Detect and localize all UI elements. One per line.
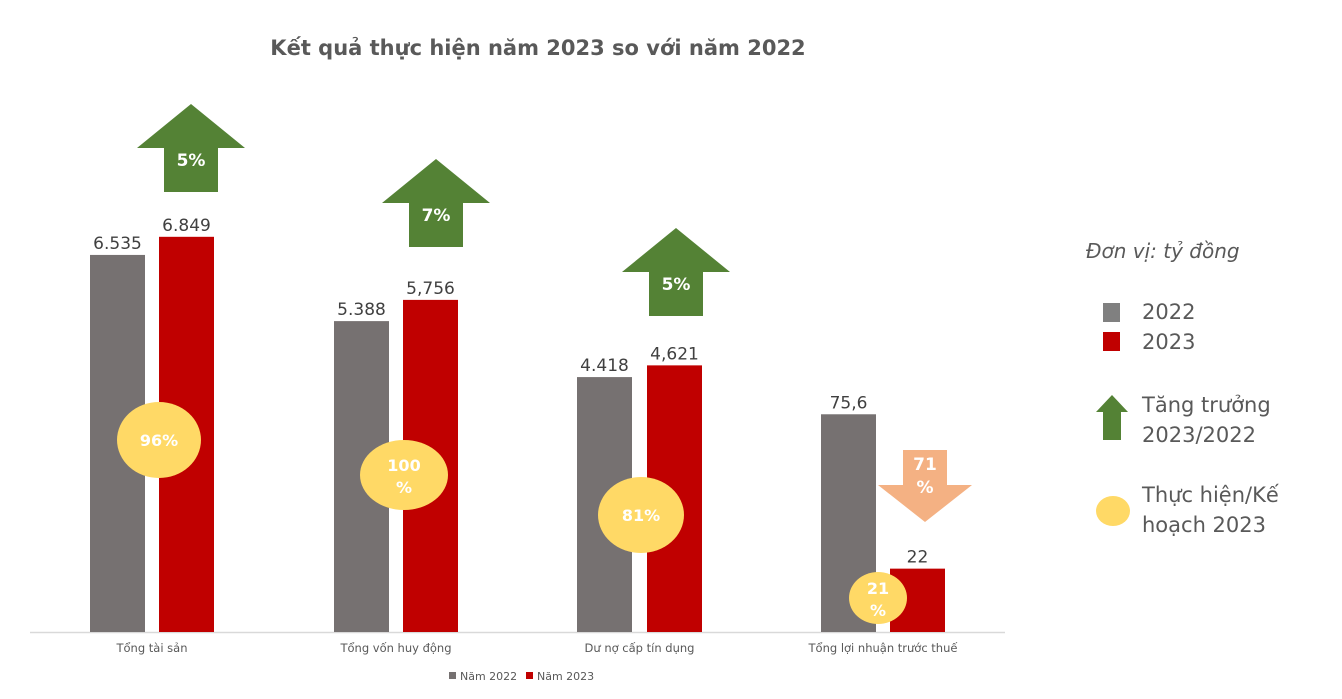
bottom-legend-swatch [449, 672, 456, 679]
plan-completion-ellipse [849, 572, 907, 624]
growth-up-arrow-icon [137, 104, 245, 192]
bottom-legend-label: Năm 2023 [537, 670, 594, 683]
legend-ellipse-icon [1096, 496, 1130, 526]
legend-swatch-2023 [1103, 332, 1120, 351]
data-label: 4,621 [650, 344, 699, 364]
legend-swatch-2022 [1103, 303, 1120, 322]
growth-down-arrow-icon [878, 450, 972, 522]
plan-completion-label: 21 [867, 579, 889, 598]
growth-label: 5% [662, 275, 691, 295]
data-label: 75,6 [830, 393, 868, 413]
growth-label: 71 [913, 455, 937, 475]
growth-up-arrow-icon [382, 159, 490, 247]
growth-label: 7% [422, 206, 451, 226]
growth-up-arrow-icon [622, 228, 730, 316]
legend-label-2022: 2022 [1142, 300, 1196, 324]
legend-plan-line2: hoạch 2023 [1142, 513, 1267, 537]
data-label: 4.418 [580, 356, 629, 376]
plan-completion-label: 81% [622, 506, 660, 525]
plan-completion-label: % [396, 478, 412, 497]
growth-label: 5% [177, 151, 206, 171]
category-label: Tổng tài sản [115, 641, 187, 655]
chart-title: Kết quả thực hiện năm 2023 so với năm 20… [270, 36, 806, 60]
data-label: 22 [907, 548, 929, 568]
legend-growth-line2: 2023/2022 [1142, 423, 1256, 447]
legend-up-arrow-icon [1096, 395, 1128, 440]
plan-completion-ellipse [360, 440, 448, 510]
plan-completion-ellipse [117, 402, 201, 478]
legend-growth-label: Tăng trưởng 2023/2022 [1142, 390, 1271, 450]
plan-completion-label: 100 [387, 456, 420, 475]
legend-growth-line1: Tăng trưởng [1142, 393, 1271, 417]
category-label: Dư nợ cấp tín dụng [585, 641, 695, 655]
legend-label-2023: 2023 [1142, 330, 1196, 354]
data-label: 5.388 [337, 300, 386, 320]
plan-completion-label: 96% [140, 431, 178, 450]
plan-completion-ellipse [598, 477, 684, 553]
data-label: 6.535 [93, 234, 142, 254]
unit-note: Đơn vị: tỷ đồng [1086, 239, 1240, 263]
category-label: Tổng lợi nhuận trước thuế [808, 641, 959, 655]
legend-plan-label: Thực hiện/Kế hoạch 2023 [1142, 480, 1279, 540]
bottom-legend-label: Năm 2022 [460, 670, 517, 683]
category-label: Tổng vốn huy động [339, 641, 451, 655]
data-label: 6.849 [162, 216, 211, 236]
plan-completion-label: % [870, 601, 886, 620]
growth-label: % [916, 478, 933, 498]
bottom-legend-swatch [526, 672, 533, 679]
legend-plan-line1: Thực hiện/Kế [1142, 483, 1279, 507]
data-label: 5,756 [406, 279, 455, 299]
